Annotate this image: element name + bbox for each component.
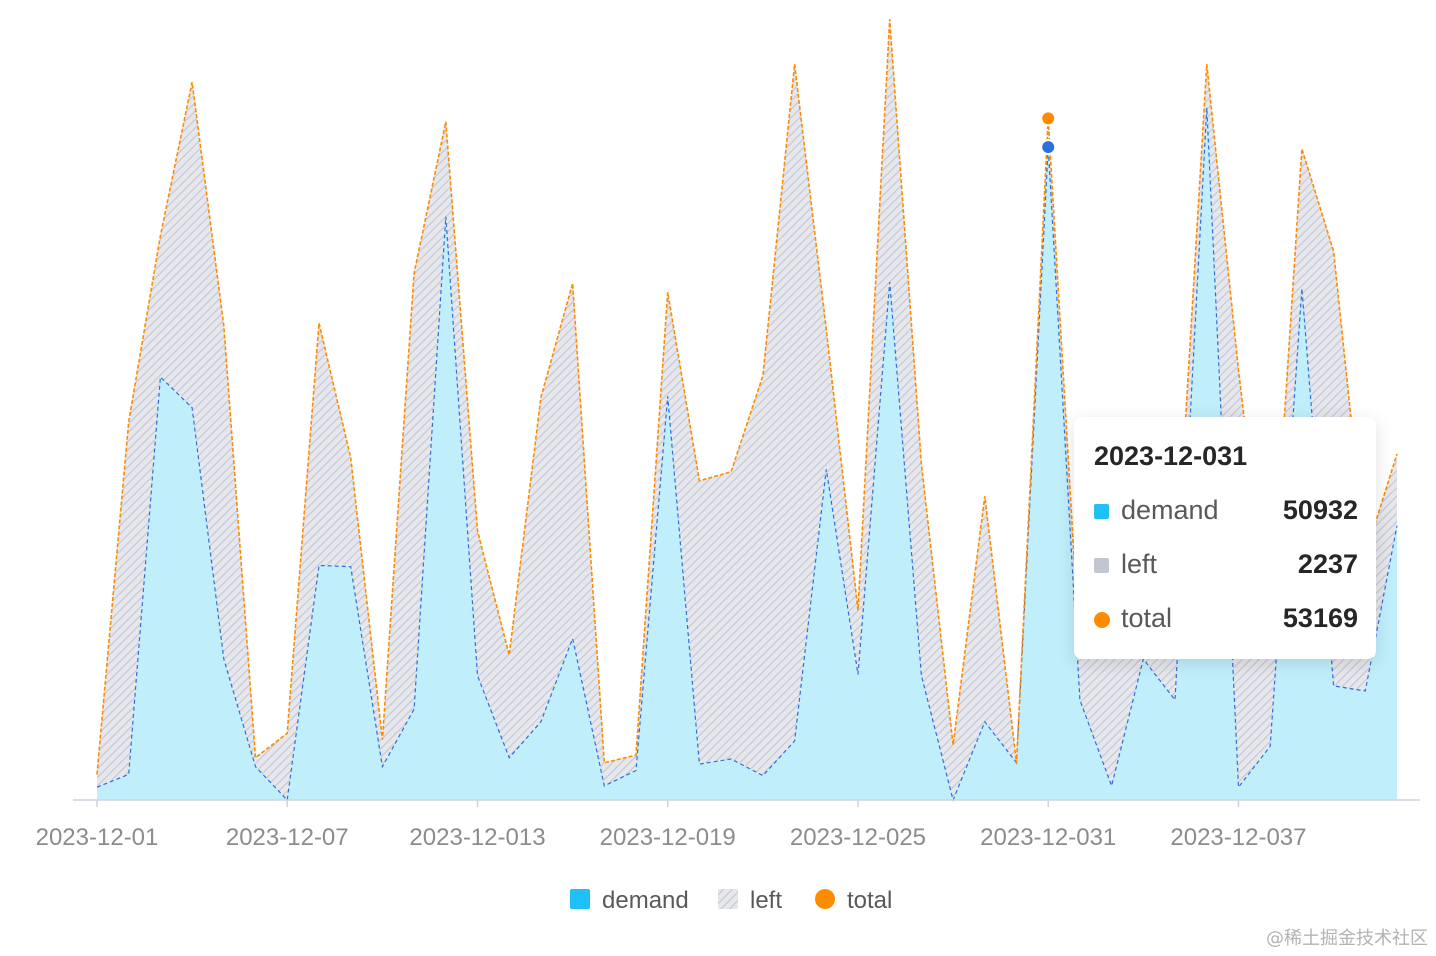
x-axis-ticks: 2023-12-01 2023-12-07 2023-12-013 2023-12-0… <box>36 800 1307 851</box>
tooltip-row-name: demand <box>1121 495 1219 525</box>
demand-legend-icon <box>570 889 590 909</box>
tooltip-row-demand: demand 50932 <box>1094 495 1358 529</box>
tooltip-row-name: left <box>1121 549 1158 579</box>
left-legend-icon <box>718 889 738 909</box>
left-marker-icon <box>1094 558 1109 573</box>
total-point-marker <box>1040 110 1057 127</box>
legend-label-demand: demand <box>602 887 689 914</box>
x-tick-label: 2023-12-037 <box>1170 824 1306 851</box>
demand-line <box>96 107 1398 802</box>
x-tick-label: 2023-12-01 <box>36 824 159 851</box>
tooltip: 2023-12-031 demand 50932 left 2237 total… <box>1074 417 1376 659</box>
legend-label-left: left <box>750 887 782 914</box>
watermark: @稀土掘金技术社区 <box>1266 928 1428 949</box>
x-tick-label: 2023-12-031 <box>980 824 1116 851</box>
tooltip-title: 2023-12-031 <box>1094 441 1248 471</box>
tooltip-row-left: left 2237 <box>1094 549 1358 583</box>
tooltip-row-name: total <box>1121 603 1173 633</box>
tooltip-row-value: 53169 <box>1282 603 1358 633</box>
tooltip-row-value: 2237 <box>1297 549 1358 579</box>
tooltip-row-total: total 53169 <box>1094 603 1358 637</box>
legend: demand left total <box>570 887 892 914</box>
legend-label-total: total <box>847 887 892 914</box>
demand-marker-icon <box>1094 504 1109 519</box>
x-tick-label: 2023-12-07 <box>226 824 349 851</box>
total-marker-icon <box>1094 612 1110 628</box>
x-tick-label: 2023-12-019 <box>600 824 736 851</box>
plot-area <box>96 19 1398 802</box>
x-tick-label: 2023-12-025 <box>790 824 926 851</box>
demand-area <box>97 107 1397 800</box>
left-area <box>97 19 1397 801</box>
demand-point-marker <box>1040 139 1057 156</box>
x-tick-label: 2023-12-013 <box>409 824 545 851</box>
tooltip-row-value: 50932 <box>1282 495 1358 525</box>
hover-markers <box>1040 110 1057 156</box>
total-legend-icon <box>815 889 835 909</box>
